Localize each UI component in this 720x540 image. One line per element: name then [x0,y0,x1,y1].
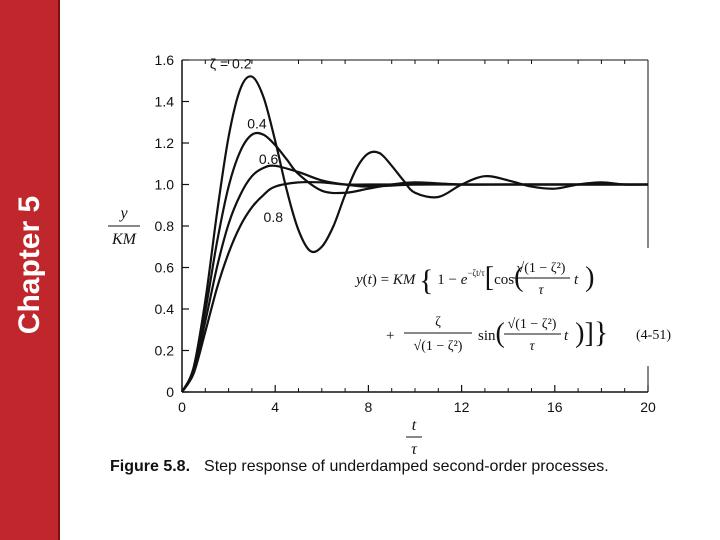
y-label-denominator: KM [111,231,138,248]
y-tick-label: 1.0 [155,177,175,193]
x-tick-label: 12 [454,399,470,415]
equation-sin-coef-num: ζ [435,315,441,330]
x-tick-label: 20 [640,399,656,415]
x-tick-label: 4 [271,399,279,415]
y-tick-label: 0.2 [155,343,175,359]
y-tick-label: 1.6 [155,52,175,68]
figure-caption-text: Step response of underdamped second-orde… [204,458,609,475]
equation-plus: + [386,328,394,344]
y-label-numerator: y [118,205,128,222]
axis-ticks: 0 4 8 12 16 20 0 0.2 0.4 0.6 0.8 1.0 1.2 1.4 1.6 [155,52,656,415]
y-tick-label: 0.4 [155,301,175,317]
y-tick-label: 1.2 [155,135,175,151]
equation-tag: (4-51) [636,328,671,343]
y-tick-label: 1.4 [155,94,175,110]
curve-zeta-0-8 [181,180,648,393]
equation-4-51: y(t) = KM { 1 − e−ζt/τ[cos( √(1 − ζ²) τ … [350,248,671,366]
curves [181,75,649,393]
equation-cos-numerator: √(1 − ζ²) [517,261,566,276]
equation-cos-denominator: τ [538,283,544,298]
curve-label-zeta-0-8: 0.8 [264,209,284,225]
y-axis-label: y KM [108,205,140,248]
x-tick-label: 8 [365,399,373,415]
chapter-sidebar: Chapter 5 [0,0,60,540]
x-label-numerator: t [412,417,417,434]
equation-sin-coef-den: √(1 − ζ²) [414,339,463,354]
x-label-denominator: τ [411,441,418,458]
figure-caption: Figure 5.8. Step response of underdamped … [110,458,609,476]
x-tick-label: 0 [178,399,186,415]
curve-label-zeta-0-6: 0.6 [259,151,279,167]
y-tick-label: 0.6 [155,260,175,276]
equation-cos-end: t ) [574,262,595,293]
y-tick-label: 0 [166,384,174,400]
y-tick-label: 0.8 [155,218,175,234]
equation-sin-end: t )]} [564,316,608,349]
equation-backdrop [350,248,650,366]
figure-number: Figure 5.8. [110,458,191,475]
curve-labels: ζ = 0.2 0.4 0.6 0.8 [210,55,283,225]
curve-label-zeta-0-2: ζ = 0.2 [210,55,252,71]
equation-sin-denominator: τ [529,339,535,354]
x-axis-label: t τ [406,417,422,458]
curve-label-zeta-0-4: 0.4 [247,115,267,131]
x-tick-label: 16 [547,399,563,415]
equation-sin-numerator: √(1 − ζ²) [508,317,557,332]
curve-zeta-0-2 [181,75,649,393]
